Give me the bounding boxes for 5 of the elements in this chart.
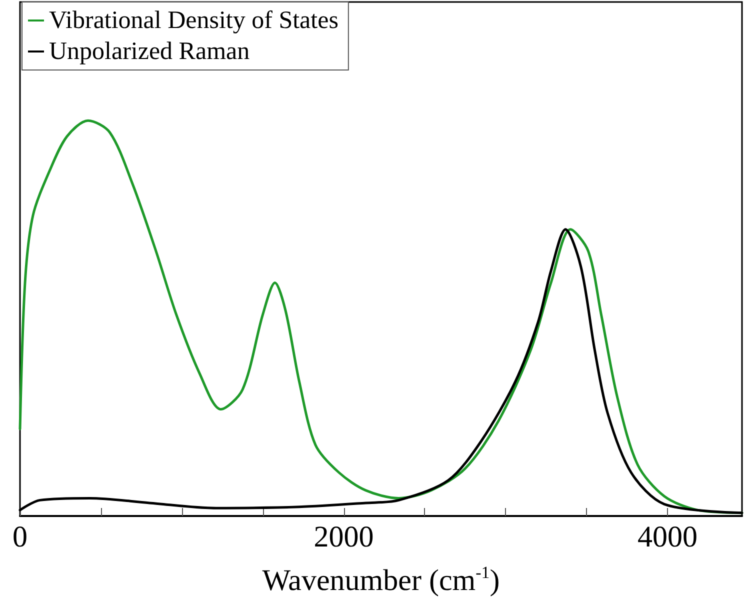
x-tick-label: 2000 xyxy=(314,520,374,554)
x-tick-label: 4000 xyxy=(638,520,698,554)
legend-label: Vibrational Density of States xyxy=(49,7,338,34)
legend-label: Unpolarized Raman xyxy=(49,38,250,65)
x-tick-label: 0 xyxy=(12,520,28,554)
